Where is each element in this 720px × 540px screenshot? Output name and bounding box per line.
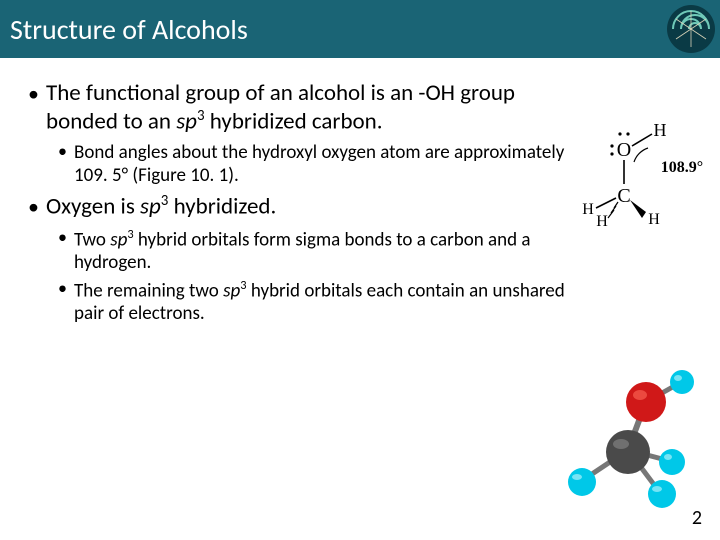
hydrogen-label: H: [582, 201, 594, 218]
nautilus-logo-icon: [666, 4, 716, 54]
text: Bond angles about the hydroxyl oxygen at…: [74, 142, 582, 188]
sup: 3: [197, 107, 205, 125]
sp-text: sp: [140, 193, 161, 221]
lewis-structure-diagram: O H C H H H 108.9°: [574, 110, 714, 230]
sp-text: sp: [110, 228, 127, 251]
bullet-2b: The remaining two sp3 hybrid orbitals ea…: [46, 279, 704, 326]
text: Oxygen is: [46, 193, 140, 221]
slide-title: Structure of Alcohols: [10, 12, 248, 47]
hydrogen-label: H: [648, 211, 660, 228]
carbon-label: C: [617, 185, 630, 207]
text: hybridized.: [168, 193, 276, 221]
sp-text: sp: [223, 279, 240, 302]
text: The remaining two: [74, 279, 223, 302]
text: hybrid orbitals form sigma bonds to a ca…: [74, 228, 530, 274]
hydrogen-label: H: [596, 213, 608, 230]
bullet-2a: Two sp3 hybrid orbitals form sigma bonds…: [46, 228, 704, 275]
text: hybridized carbon.: [205, 107, 383, 135]
angle-label: 108.9°: [661, 159, 703, 176]
slide-header: Structure of Alcohols: [0, 0, 720, 58]
sp-text: sp: [176, 107, 197, 135]
hydrogen-label: H: [654, 120, 667, 140]
text: Two: [74, 228, 110, 251]
ball-stick-model: [550, 370, 710, 510]
page-number: 2: [692, 506, 702, 530]
oxygen-label: O: [617, 139, 631, 161]
